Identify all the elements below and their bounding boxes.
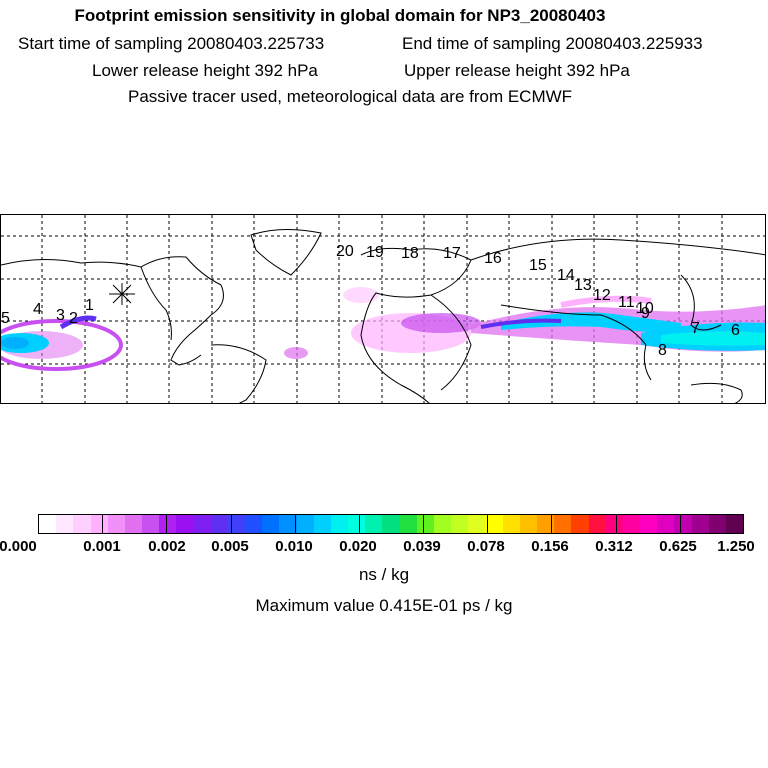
colorbar-divider	[615, 514, 617, 534]
max-value-label: Maximum value 0.415E-01 ps / kg	[255, 596, 513, 615]
track-label-19: 19	[366, 244, 384, 261]
colorbar-segment	[605, 515, 623, 533]
units-label: ns / kg	[358, 565, 410, 584]
track-label-12: 12	[593, 287, 611, 304]
track-label-5: 5	[1, 310, 10, 327]
colorbar-segment	[519, 515, 537, 533]
colorbar-segment	[451, 515, 469, 533]
colorbar-segment	[73, 515, 91, 533]
colorbar-segment	[536, 515, 555, 533]
colorbar-tick: 0.078	[467, 538, 505, 555]
track-label-17: 17	[443, 245, 461, 262]
colorbar-segment	[262, 515, 280, 533]
track-label-10: 10	[636, 300, 654, 317]
colorbar-segment	[159, 515, 177, 533]
tracer-note: Passive tracer used, meteorological data…	[128, 87, 573, 106]
colorbar-segment	[365, 515, 383, 533]
colorbar-tick: 0.020	[339, 538, 377, 555]
colorbar-segment	[330, 515, 349, 533]
colorbar-segment	[313, 515, 331, 533]
colorbar-segment	[640, 515, 658, 533]
track-label-6: 6	[731, 322, 740, 339]
sensitivity-plume	[1, 287, 765, 371]
track-label-13: 13	[574, 277, 592, 294]
track-label-20: 20	[336, 243, 354, 260]
colorbar-segment	[176, 515, 194, 533]
colorbar-segment	[90, 515, 108, 533]
track-label-3: 3	[56, 307, 65, 324]
colorbar-divider	[294, 514, 296, 534]
colorbar-divider	[487, 514, 489, 534]
track-label-11: 11	[618, 294, 635, 311]
colorbar-tick: 0.002	[148, 538, 186, 555]
colorbar-segment	[279, 515, 297, 533]
start-time-label: Start time of sampling 20080403.225733	[18, 34, 325, 53]
graticule	[1, 215, 765, 403]
colorbar-segment	[468, 515, 486, 533]
colorbar-tick: 0.039	[403, 538, 441, 555]
colorbar-tick: 0.010	[275, 538, 313, 555]
global-map: 20 19 18 17 16 15 14 13 12 11 10 9 8 7 6…	[0, 214, 766, 404]
colorbar-tick: 0.156	[531, 538, 569, 555]
track-label-1: 1	[85, 297, 94, 314]
colorbar-segment	[39, 515, 57, 533]
colorbar-segment	[382, 515, 400, 533]
colorbar-tick: 0.001	[83, 538, 121, 555]
colorbar-segment	[502, 515, 520, 533]
colorbar-segment	[554, 515, 572, 533]
colorbar-tick: 0.000	[0, 538, 37, 555]
colorbar-tick: 0.312	[595, 538, 633, 555]
track-label-2: 2	[69, 310, 78, 327]
track-label-18: 18	[401, 245, 419, 262]
colorbar-segment	[348, 515, 366, 533]
colorbar-segment	[433, 515, 452, 533]
colorbar-tick: 0.005	[211, 538, 249, 555]
colorbar-segment	[622, 515, 641, 533]
colorbar-segment	[399, 515, 417, 533]
map-canvas: 20 19 18 17 16 15 14 13 12 11 10 9 8 7 6…	[1, 215, 765, 403]
colorbar-divider	[679, 514, 681, 534]
colorbar-segment	[193, 515, 211, 533]
track-label-9: 9	[641, 305, 650, 322]
colorbar-divider	[551, 514, 553, 534]
colorbar-segment	[416, 515, 434, 533]
colorbar-tick: 0.625	[659, 538, 697, 555]
track-label-7: 7	[691, 320, 700, 337]
upper-height-label: Upper release height 392 hPa	[404, 61, 630, 80]
colorbar-segment	[588, 515, 606, 533]
colorbar-segment	[725, 515, 744, 533]
colorbar-divider	[423, 514, 425, 534]
colorbar-segment	[107, 515, 125, 533]
track-label-15: 15	[529, 257, 547, 274]
colorbar-divider	[230, 514, 232, 534]
coastlines	[1, 228, 765, 403]
colorbar-divider	[358, 514, 360, 534]
track-label-4: 4	[33, 301, 42, 318]
colorbar-segment	[657, 515, 675, 533]
colorbar-segment	[296, 515, 314, 533]
colorbar-divider	[166, 514, 168, 534]
track-label-8: 8	[658, 342, 667, 359]
colorbar-segment	[691, 515, 709, 533]
colorbar-segment	[245, 515, 263, 533]
colorbar-segment	[142, 515, 160, 533]
map-title: Footprint emission sensitivity in global…	[74, 6, 606, 25]
end-time-label: End time of sampling 20080403.225933	[402, 34, 703, 53]
colorbar-segment	[227, 515, 246, 533]
colorbar-segment	[485, 515, 503, 533]
colorbar-divider	[102, 514, 104, 534]
colorbar-segment	[210, 515, 228, 533]
colorbar-tick: 1.250	[717, 538, 755, 555]
colorbar-segment	[708, 515, 726, 533]
colorbar-segment	[56, 515, 74, 533]
colorbar-segment	[674, 515, 692, 533]
release-site-star	[109, 283, 135, 305]
lower-height-label: Lower release height 392 hPa	[92, 61, 318, 80]
trajectory-labels: 20 19 18 17 16 15 14 13 12 11 10 9 8 7 6…	[1, 243, 740, 359]
track-label-14: 14	[557, 267, 575, 284]
colorbar-segment	[124, 515, 143, 533]
colorbar-segment	[571, 515, 589, 533]
track-label-16: 16	[484, 250, 502, 267]
colorbar	[38, 514, 744, 534]
